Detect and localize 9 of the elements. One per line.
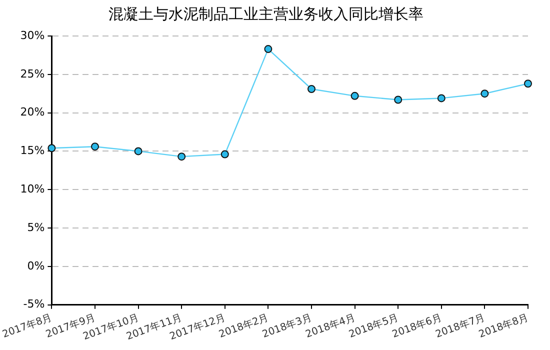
y-tick-label: 20% <box>20 106 45 119</box>
y-tick-label: 25% <box>20 67 45 80</box>
chart-title: 混凝土与水泥制品工业主营业务收入同比增长率 <box>108 4 424 23</box>
y-tick-label: 30% <box>20 28 45 42</box>
y-tick-label: -5% <box>23 298 45 311</box>
y-tick-label: 15% <box>20 144 45 158</box>
y-tick-label: 5% <box>27 220 45 234</box>
y-tick-label: 10% <box>20 182 45 196</box>
y-tick-label: 0% <box>27 259 45 272</box>
